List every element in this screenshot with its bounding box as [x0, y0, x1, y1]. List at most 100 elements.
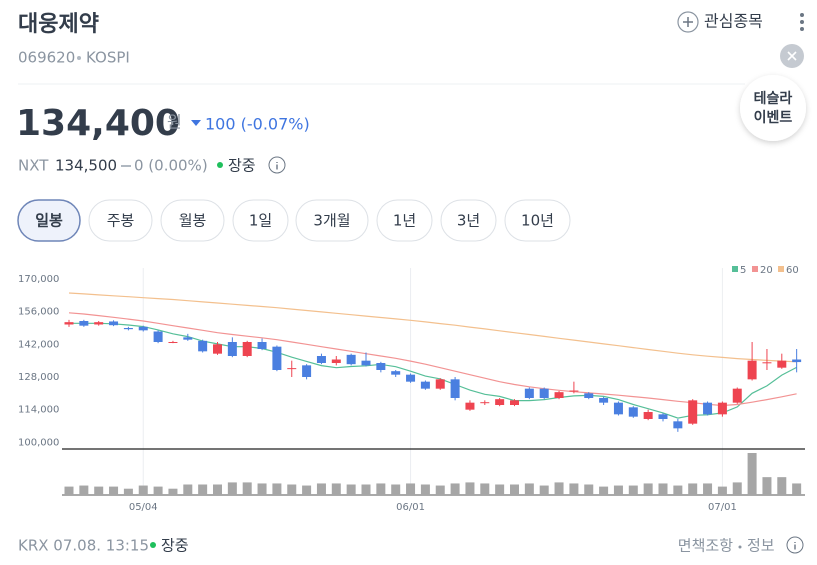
candle-body [346, 354, 356, 365]
volume-bar [747, 453, 757, 495]
volume-bar [391, 484, 401, 495]
candle-body [495, 399, 505, 405]
volume-bar [554, 482, 564, 495]
period-tab[interactable]: 10년 [504, 199, 571, 242]
volume-bar [316, 483, 326, 495]
legend-label: 60 [786, 265, 799, 276]
candle-body [717, 402, 727, 415]
candle-body [569, 390, 579, 392]
info-icon[interactable] [268, 156, 286, 174]
dot [800, 20, 804, 24]
live-dot [217, 162, 223, 168]
volume-bar [287, 484, 297, 495]
candle-body [599, 398, 609, 403]
candle-body [703, 402, 713, 415]
volume-bar [628, 485, 638, 495]
candle-body [183, 337, 193, 340]
candle-body [732, 388, 742, 403]
volume-bar [643, 483, 653, 495]
candle-body [198, 340, 208, 352]
candle-body [510, 400, 519, 405]
y-tick-label: 100,000 [18, 437, 59, 448]
volume-bar [584, 484, 594, 495]
volume-bar [762, 477, 772, 495]
volume-bar [109, 486, 119, 495]
nxt-price: 134,500 [55, 157, 117, 175]
separator-dot [77, 56, 81, 60]
tab-label: 일봉 [35, 212, 63, 230]
candle-body [123, 328, 133, 330]
candle-body [79, 321, 89, 326]
status: 장중 [161, 537, 189, 555]
tab-label: 3년 [457, 212, 480, 230]
watch-icon [677, 11, 699, 33]
candle-body [420, 381, 430, 389]
market: KOSPI [86, 49, 130, 67]
candle-body [227, 342, 237, 356]
info-link[interactable]: 정보 [747, 537, 775, 555]
period-tabs: 일봉 주봉 월봉 1일 3개월 1년 3년 10년 [17, 199, 571, 242]
volume-bar [302, 485, 312, 495]
tab-label: 월봉 [179, 212, 207, 230]
candle-body [539, 388, 549, 398]
candle-body [554, 392, 564, 398]
candle-body [64, 322, 74, 325]
watch-label: 관심종목 [704, 12, 763, 31]
y-tick-label: 128,000 [18, 372, 59, 383]
period-tab[interactable]: 월봉 [160, 199, 225, 242]
period-tab[interactable]: 일봉 [17, 199, 81, 242]
volume-bar [658, 483, 668, 495]
down-arrow [191, 120, 201, 126]
y-tick-label: 170,000 [18, 274, 59, 285]
candle-body [257, 342, 267, 349]
legend-swatch [778, 266, 784, 272]
candle-body [406, 374, 416, 382]
tab-bg [295, 199, 369, 242]
volume-bar [435, 485, 445, 495]
event-bubble[interactable]: 테슬라 이벤트 [740, 75, 806, 141]
candle-body [688, 400, 698, 424]
moving-average-line [68, 312, 797, 407]
tab-label: 10년 [521, 212, 554, 230]
stock-name: 대웅제약 [18, 12, 99, 37]
candle-body [465, 402, 475, 410]
price-chart: 100,000 114,000 128,000 142,000 156,000 170,0… [18, 265, 805, 513]
period-tab[interactable]: 1년 [376, 199, 433, 242]
candle-body [109, 321, 119, 326]
candle-body [94, 322, 104, 325]
candle-body [643, 412, 653, 419]
close-button[interactable] [780, 44, 804, 68]
price: 134,400 [16, 103, 180, 144]
disclaimer-link[interactable]: 면책조항 [678, 537, 733, 555]
nxt-status: 장중 [228, 157, 256, 175]
more-menu[interactable] [800, 13, 804, 31]
volume-bar [331, 483, 341, 495]
period-tab[interactable]: 3개월 [295, 199, 369, 242]
period-tab[interactable]: 주봉 [88, 199, 153, 242]
volume-bar [450, 483, 460, 495]
period-tab[interactable]: 3년 [440, 199, 497, 242]
watch-button[interactable]: 관심종목 [677, 11, 763, 33]
moving-average-line [68, 292, 797, 363]
volume-bar [510, 484, 519, 495]
tab-bg [232, 199, 289, 242]
x-tick-label: 05/04 [129, 502, 158, 513]
source: KRX 07.08. 13:15 [18, 537, 149, 555]
info-circle [786, 536, 804, 554]
close-x [787, 51, 797, 61]
moving-average-line [69, 322, 797, 419]
event-line: 이벤트 [754, 109, 793, 126]
volume-bar [539, 485, 549, 495]
period-tab[interactable]: 1일 [232, 199, 289, 242]
volume-bar [524, 483, 534, 495]
candle-body [792, 359, 802, 363]
candle-body [287, 368, 297, 370]
candle-body [302, 365, 312, 377]
legend-label: 5 [740, 265, 746, 276]
candle-body [242, 342, 252, 356]
y-tick-label: 114,000 [18, 405, 59, 416]
tab-label: 3개월 [313, 212, 350, 230]
info-icon[interactable] [786, 536, 804, 554]
tab-label: 1일 [249, 212, 272, 230]
